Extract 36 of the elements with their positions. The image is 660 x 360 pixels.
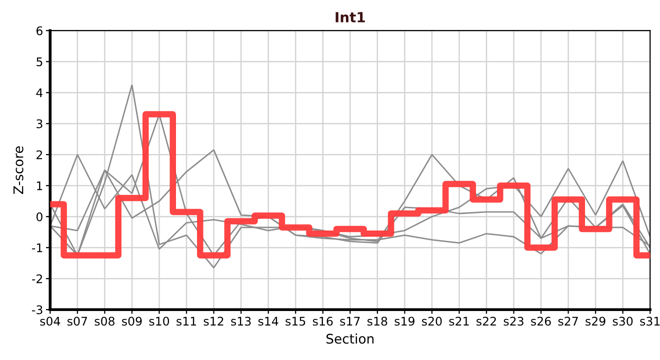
x-tick-label: s27 xyxy=(558,316,578,326)
x-tick-label: s23 xyxy=(504,316,524,326)
x-tick-label: s29 xyxy=(586,316,606,326)
chart-title: Int1 xyxy=(336,12,365,22)
x-tick-label: s15 xyxy=(286,316,306,326)
x-tick-label: s22 xyxy=(476,316,496,326)
x-tick-label: s09 xyxy=(122,316,142,326)
x-tick-label: s04 xyxy=(40,316,60,326)
y-tick-label: 5 xyxy=(36,57,42,66)
y-tick-label: -3 xyxy=(32,305,42,314)
y-tick-label: -1 xyxy=(32,243,42,252)
y-tick-label: 0 xyxy=(36,212,42,222)
x-tick-label: s11 xyxy=(176,316,196,326)
x-tick-label: s10 xyxy=(149,316,170,326)
x-tick-label: s30 xyxy=(612,316,633,326)
y-tick-label: 2 xyxy=(36,150,42,160)
y-tick-label: 4 xyxy=(36,88,43,98)
x-tick-label: s08 xyxy=(94,316,114,326)
y-tick-label: -2 xyxy=(32,274,42,284)
x-tick-label: s12 xyxy=(204,316,224,326)
y-tick-label: 6 xyxy=(36,26,42,36)
x-axis-title: Section xyxy=(326,334,374,344)
x-tick-label: s26 xyxy=(531,316,551,326)
x-tick-label: s07 xyxy=(67,316,88,326)
y-tick-label: 3 xyxy=(36,119,42,128)
x-tick-label: s20 xyxy=(422,316,442,326)
x-tick-label: s13 xyxy=(231,316,251,326)
x-tick-label: s21 xyxy=(449,316,469,326)
x-tick-label: s17 xyxy=(340,316,360,326)
x-tick-label: s16 xyxy=(312,316,333,326)
x-tick-label: s31 xyxy=(640,316,660,326)
x-tick-label: s14 xyxy=(258,316,278,326)
y-axis-title: Z-score xyxy=(14,146,24,194)
y-tick-label: 1 xyxy=(37,181,42,190)
x-tick-label: s18 xyxy=(367,316,388,326)
x-tick-label: s19 xyxy=(394,316,414,326)
